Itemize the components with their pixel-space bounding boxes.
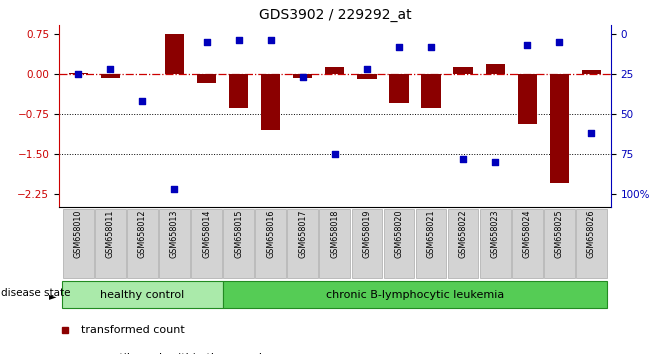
Point: [522, 42, 533, 48]
Text: chronic B-lymphocytic leukemia: chronic B-lymphocytic leukemia: [326, 290, 504, 300]
FancyBboxPatch shape: [255, 209, 286, 278]
Text: GSM658026: GSM658026: [587, 209, 596, 258]
Point: [586, 130, 597, 136]
Text: GSM658015: GSM658015: [234, 209, 243, 258]
Point: [329, 151, 340, 156]
Bar: [229, 74, 248, 108]
Point: [201, 39, 212, 45]
FancyBboxPatch shape: [95, 209, 125, 278]
Text: GSM658018: GSM658018: [330, 209, 340, 258]
FancyBboxPatch shape: [576, 209, 607, 278]
Bar: [454, 67, 472, 74]
Bar: [357, 74, 376, 79]
Text: GSM658012: GSM658012: [138, 209, 147, 258]
Point: [394, 44, 405, 50]
Point: [234, 38, 244, 43]
Bar: [165, 34, 184, 74]
Point: [265, 38, 276, 43]
FancyBboxPatch shape: [223, 281, 607, 308]
Point: [169, 186, 180, 192]
Text: disease state: disease state: [1, 288, 71, 298]
Point: [297, 74, 308, 80]
FancyBboxPatch shape: [223, 209, 254, 278]
Bar: [101, 74, 120, 78]
Bar: [325, 67, 344, 74]
Text: GSM658010: GSM658010: [74, 209, 83, 258]
Text: GSM658024: GSM658024: [523, 209, 531, 258]
Point: [425, 44, 436, 50]
Text: GSM658011: GSM658011: [106, 209, 115, 258]
Point: [105, 66, 115, 72]
Bar: [517, 74, 537, 125]
FancyBboxPatch shape: [384, 209, 415, 278]
Title: GDS3902 / 229292_at: GDS3902 / 229292_at: [258, 8, 411, 22]
Bar: [197, 74, 216, 83]
FancyBboxPatch shape: [159, 209, 190, 278]
Point: [554, 39, 565, 45]
Bar: [261, 74, 280, 130]
Point: [458, 156, 468, 161]
Bar: [68, 73, 88, 74]
FancyBboxPatch shape: [448, 209, 478, 278]
FancyBboxPatch shape: [480, 209, 511, 278]
FancyBboxPatch shape: [544, 209, 574, 278]
FancyBboxPatch shape: [62, 281, 223, 308]
FancyBboxPatch shape: [191, 209, 222, 278]
FancyBboxPatch shape: [127, 209, 158, 278]
Text: GSM658022: GSM658022: [458, 209, 468, 258]
Bar: [486, 64, 505, 74]
Text: transformed count: transformed count: [81, 325, 185, 335]
FancyBboxPatch shape: [415, 209, 446, 278]
FancyBboxPatch shape: [512, 209, 543, 278]
Point: [490, 159, 501, 165]
Text: GSM658019: GSM658019: [362, 209, 371, 258]
Point: [137, 98, 148, 104]
FancyBboxPatch shape: [319, 209, 350, 278]
FancyBboxPatch shape: [287, 209, 318, 278]
Bar: [421, 74, 441, 108]
Bar: [389, 74, 409, 103]
Text: GSM658017: GSM658017: [299, 209, 307, 258]
Text: GSM658016: GSM658016: [266, 209, 275, 258]
FancyBboxPatch shape: [63, 209, 94, 278]
Text: GSM658014: GSM658014: [202, 209, 211, 258]
Text: GSM658023: GSM658023: [491, 209, 500, 258]
Bar: [293, 74, 313, 78]
FancyBboxPatch shape: [352, 209, 382, 278]
Text: percentile rank within the sample: percentile rank within the sample: [81, 353, 269, 354]
Text: GSM658020: GSM658020: [395, 209, 403, 258]
Text: GSM658021: GSM658021: [427, 209, 435, 258]
Bar: [582, 69, 601, 74]
Point: [73, 71, 84, 77]
Text: ►: ►: [49, 291, 56, 301]
Text: GSM658013: GSM658013: [170, 209, 179, 258]
Text: healthy control: healthy control: [100, 290, 185, 300]
Text: GSM658025: GSM658025: [555, 209, 564, 258]
Point: [362, 66, 372, 72]
Bar: [550, 74, 569, 183]
